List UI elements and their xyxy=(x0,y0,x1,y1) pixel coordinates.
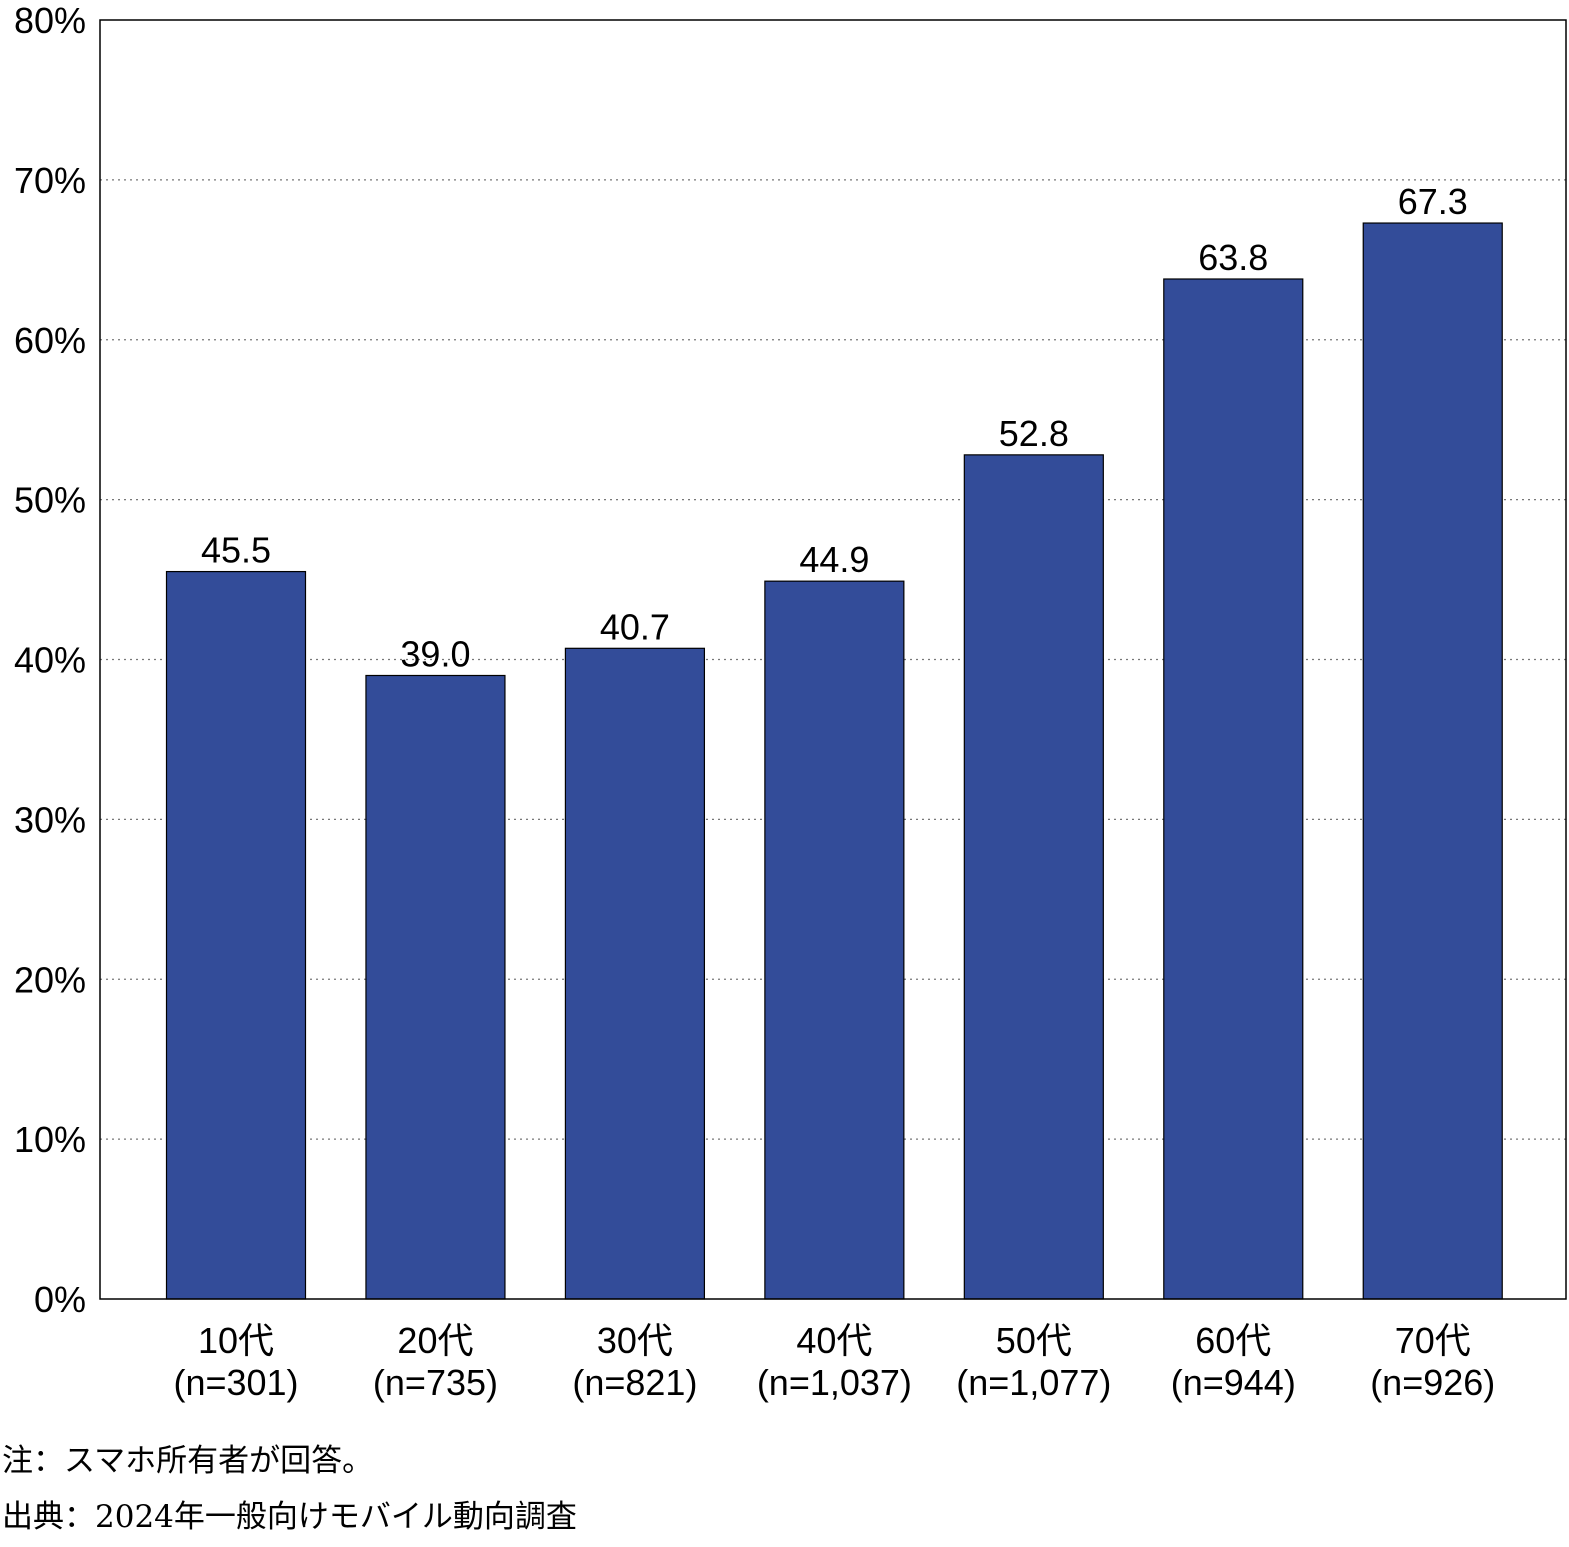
y-tick-label: 60% xyxy=(14,320,86,361)
data-label: 40.7 xyxy=(600,606,670,647)
data-label: 63.8 xyxy=(1198,237,1268,278)
x-tick-label: 40代 xyxy=(796,1320,872,1361)
bar-chart: 0% 10% 20% 30% 40% 50% 60% 70% 80% 10代(n=301) 20代… xyxy=(14,0,1567,1403)
x-tick-sample-size: (n=944) xyxy=(1171,1362,1296,1403)
y-tick-label: 40% xyxy=(14,640,86,681)
x-tick-label: 30代 xyxy=(597,1320,673,1361)
y-tick-label: 50% xyxy=(14,480,86,521)
footnote: 注：スマホ所有者が回答。 xyxy=(2,1443,374,1479)
bars xyxy=(165,222,1503,1300)
x-tick-label: 20代 xyxy=(397,1320,473,1361)
bar xyxy=(1163,278,1304,1300)
source-note: 出典：2024年一般向けモバイル動向調査 xyxy=(2,1499,577,1535)
y-tick-label: 30% xyxy=(14,799,86,840)
y-axis-ticks: 0% 10% 20% 30% 40% 50% 60% 70% 80% xyxy=(14,0,86,1320)
data-label: 44.9 xyxy=(799,539,869,580)
data-label: 67.3 xyxy=(1398,181,1468,222)
y-tick-label: 80% xyxy=(14,0,86,41)
bar xyxy=(764,580,905,1300)
y-tick-label: 10% xyxy=(14,1119,86,1160)
data-labels: 45.5 39.0 40.7 44.9 52.8 63.8 67.3 xyxy=(201,181,1468,674)
x-tick-label: 60代 xyxy=(1195,1320,1271,1361)
x-axis-ticks: 10代(n=301) 20代(n=735) 30代(n=821) 40代(n=1,03… xyxy=(173,1320,1495,1403)
x-tick-label: 70代 xyxy=(1395,1320,1471,1361)
x-tick-label: 10代 xyxy=(198,1320,274,1361)
plot-frame xyxy=(99,19,1567,1300)
y-tick-label: 0% xyxy=(34,1279,86,1320)
x-tick-sample-size: (n=926) xyxy=(1370,1362,1495,1403)
x-tick-sample-size: (n=301) xyxy=(173,1362,298,1403)
x-tick-sample-size: (n=735) xyxy=(373,1362,498,1403)
y-tick-label: 70% xyxy=(14,160,86,201)
data-label: 52.8 xyxy=(999,413,1069,454)
bar xyxy=(165,570,307,1300)
bar xyxy=(564,647,706,1300)
bar xyxy=(963,454,1104,1300)
x-tick-label: 50代 xyxy=(996,1320,1072,1361)
y-tick-label: 20% xyxy=(14,959,86,1000)
bar xyxy=(365,674,506,1300)
bar xyxy=(1362,222,1503,1300)
x-tick-sample-size: (n=821) xyxy=(572,1362,697,1403)
data-label: 45.5 xyxy=(201,530,271,571)
x-tick-sample-size: (n=1,077) xyxy=(956,1362,1111,1403)
x-tick-sample-size: (n=1,037) xyxy=(757,1362,912,1403)
data-label: 39.0 xyxy=(400,633,470,674)
